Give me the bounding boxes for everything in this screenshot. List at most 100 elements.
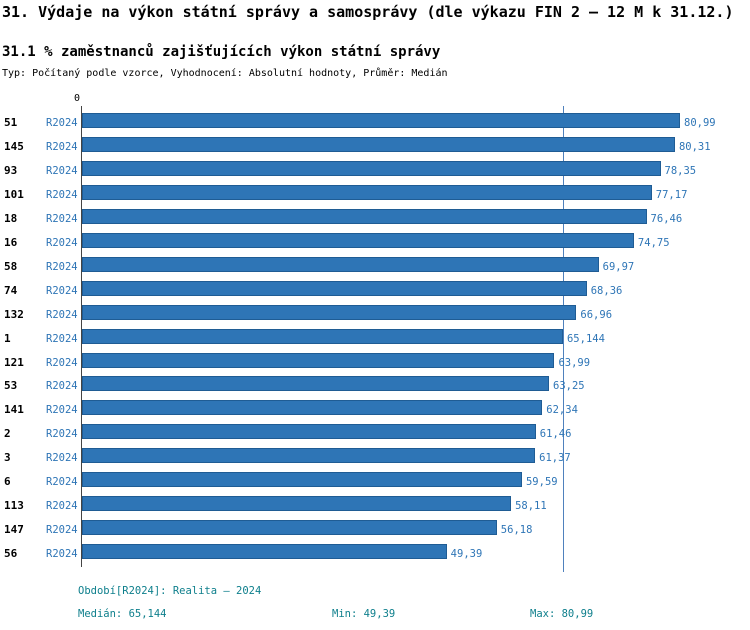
row-id-label: 6: [4, 475, 11, 489]
value-bar: [82, 352, 555, 368]
bar-value-label: 80,31: [678, 140, 711, 153]
bar-value-label: 59,59: [525, 476, 558, 489]
bar-row: 132 R2024 66,96: [0, 304, 750, 328]
row-period-label: R2024: [46, 212, 78, 225]
bar-row: 53 R2024 63,25: [0, 375, 750, 399]
footer-min-label: Min: 49,39: [332, 608, 396, 620]
value-bar: [82, 328, 563, 344]
row-period-label: R2024: [46, 428, 78, 441]
bar-row: 74 R2024 68,36: [0, 280, 750, 304]
bar-value-label: 69,97: [602, 260, 635, 273]
bar-value-label: 61,46: [539, 428, 572, 441]
chart-meta-line: Typ: Počítaný podle vzorce, Vyhodnocení:…: [2, 68, 448, 79]
row-id-label: 74: [4, 283, 18, 297]
row-period-label: R2024: [46, 236, 78, 249]
row-id-label: 2: [4, 427, 11, 441]
row-id-label: 113: [4, 499, 24, 513]
row-period-label: R2024: [46, 524, 78, 537]
value-bar: [82, 448, 536, 464]
row-id-label: 16: [4, 235, 18, 249]
bar-value-label: 74,75: [637, 236, 670, 249]
bar-row: 145 R2024 80,31: [0, 136, 750, 160]
bar-value-label: 66,96: [580, 308, 613, 321]
row-id-label: 93: [4, 163, 18, 177]
page-title: 31. Výdaje na výkon státní správy a samo…: [2, 3, 734, 21]
bar-row: 51 R2024 80,99: [0, 112, 750, 136]
bar-row: 2 R2024 61,46: [0, 423, 750, 447]
bar-row: 56 R2024 49,39: [0, 543, 750, 567]
row-period-label: R2024: [46, 332, 78, 345]
axis-zero-label: 0: [73, 93, 80, 104]
bar-row: 101 R2024 77,17: [0, 184, 750, 208]
value-bar: [82, 160, 661, 176]
bar-row: 113 R2024 58,11: [0, 495, 750, 519]
value-bar: [82, 232, 634, 248]
row-period-label: R2024: [46, 452, 78, 465]
bar-row: 141 R2024 62,34: [0, 399, 750, 423]
row-id-label: 53: [4, 379, 18, 393]
footer-period-line: Období[R2024]: Realita – 2024: [78, 585, 262, 597]
row-period-label: R2024: [46, 380, 78, 393]
y-axis-line: [81, 106, 82, 567]
value-bar: [82, 113, 680, 128]
row-period-label: R2024: [46, 500, 78, 513]
row-period-label: R2024: [46, 164, 78, 177]
value-bar: [82, 472, 522, 488]
bar-row: 147 R2024 56,18: [0, 519, 750, 543]
footer-max-label: Max: 80,99: [530, 608, 594, 620]
row-id-label: 51: [4, 116, 18, 129]
bar-row: 3 R2024 61,37: [0, 447, 750, 471]
chart-subtitle: 31.1 % zaměstnanců zajišťujících výkon s…: [2, 44, 441, 60]
row-period-label: R2024: [46, 188, 78, 201]
row-period-label: R2024: [46, 140, 78, 153]
bar-value-label: 65,144: [566, 332, 605, 345]
value-bar: [82, 256, 599, 272]
bar-row: 93 R2024 78,35: [0, 160, 750, 184]
row-id-label: 101: [4, 187, 24, 201]
bar-row: 18 R2024 76,46: [0, 208, 750, 232]
bar-row: 58 R2024 69,97: [0, 256, 750, 280]
median-line: [562, 106, 564, 572]
footer-median-label: Medián: 65,144: [78, 608, 167, 620]
row-period-label: R2024: [46, 476, 78, 489]
bar-value-label: 63,25: [553, 380, 585, 393]
value-bar: [82, 544, 447, 560]
bar-value-label: 56,18: [500, 524, 533, 537]
row-period-label: R2024: [46, 356, 78, 369]
row-id-label: 58: [4, 259, 18, 273]
bar-value-label: 49,39: [450, 548, 483, 561]
value-bar: [82, 184, 652, 200]
bar-value-label: 80,99: [684, 117, 716, 129]
value-bar: [82, 136, 675, 152]
bar-value-label: 61,37: [539, 452, 571, 465]
row-period-label: R2024: [46, 260, 78, 273]
row-id-label: 1: [4, 331, 11, 345]
bar-value-label: 63,99: [558, 356, 591, 369]
bar-value-label: 78,35: [664, 164, 697, 177]
row-id-label: 3: [4, 451, 11, 465]
bar-row: 121 R2024 63,99: [0, 352, 750, 376]
bar-value-label: 77,17: [655, 188, 688, 201]
value-bar: [82, 400, 543, 416]
value-bar: [82, 520, 497, 536]
bar-value-label: 68,36: [590, 284, 623, 297]
row-id-label: 132: [4, 307, 24, 321]
value-bar: [82, 376, 549, 392]
row-id-label: 147: [4, 523, 24, 537]
value-bar: [82, 280, 587, 296]
bar-row: 6 R2024 59,59: [0, 471, 750, 495]
row-period-label: R2024: [46, 404, 78, 417]
bar-row: 1 R2024 65,144: [0, 328, 750, 352]
value-bar: [82, 208, 647, 224]
row-id-label: 121: [4, 355, 24, 369]
value-bar: [82, 424, 536, 440]
bar-value-label: 62,34: [546, 404, 578, 417]
row-period-label: R2024: [46, 548, 78, 561]
value-bar: [82, 304, 577, 320]
bar-value-label: 58,11: [515, 500, 547, 513]
row-id-label: 145: [4, 139, 24, 153]
row-period-label: R2024: [46, 117, 78, 129]
row-id-label: 141: [4, 403, 24, 417]
bar-rows: 51 R2024 80,99 145 R2024 80,31 93 R2024 78,35 101…: [0, 112, 750, 570]
